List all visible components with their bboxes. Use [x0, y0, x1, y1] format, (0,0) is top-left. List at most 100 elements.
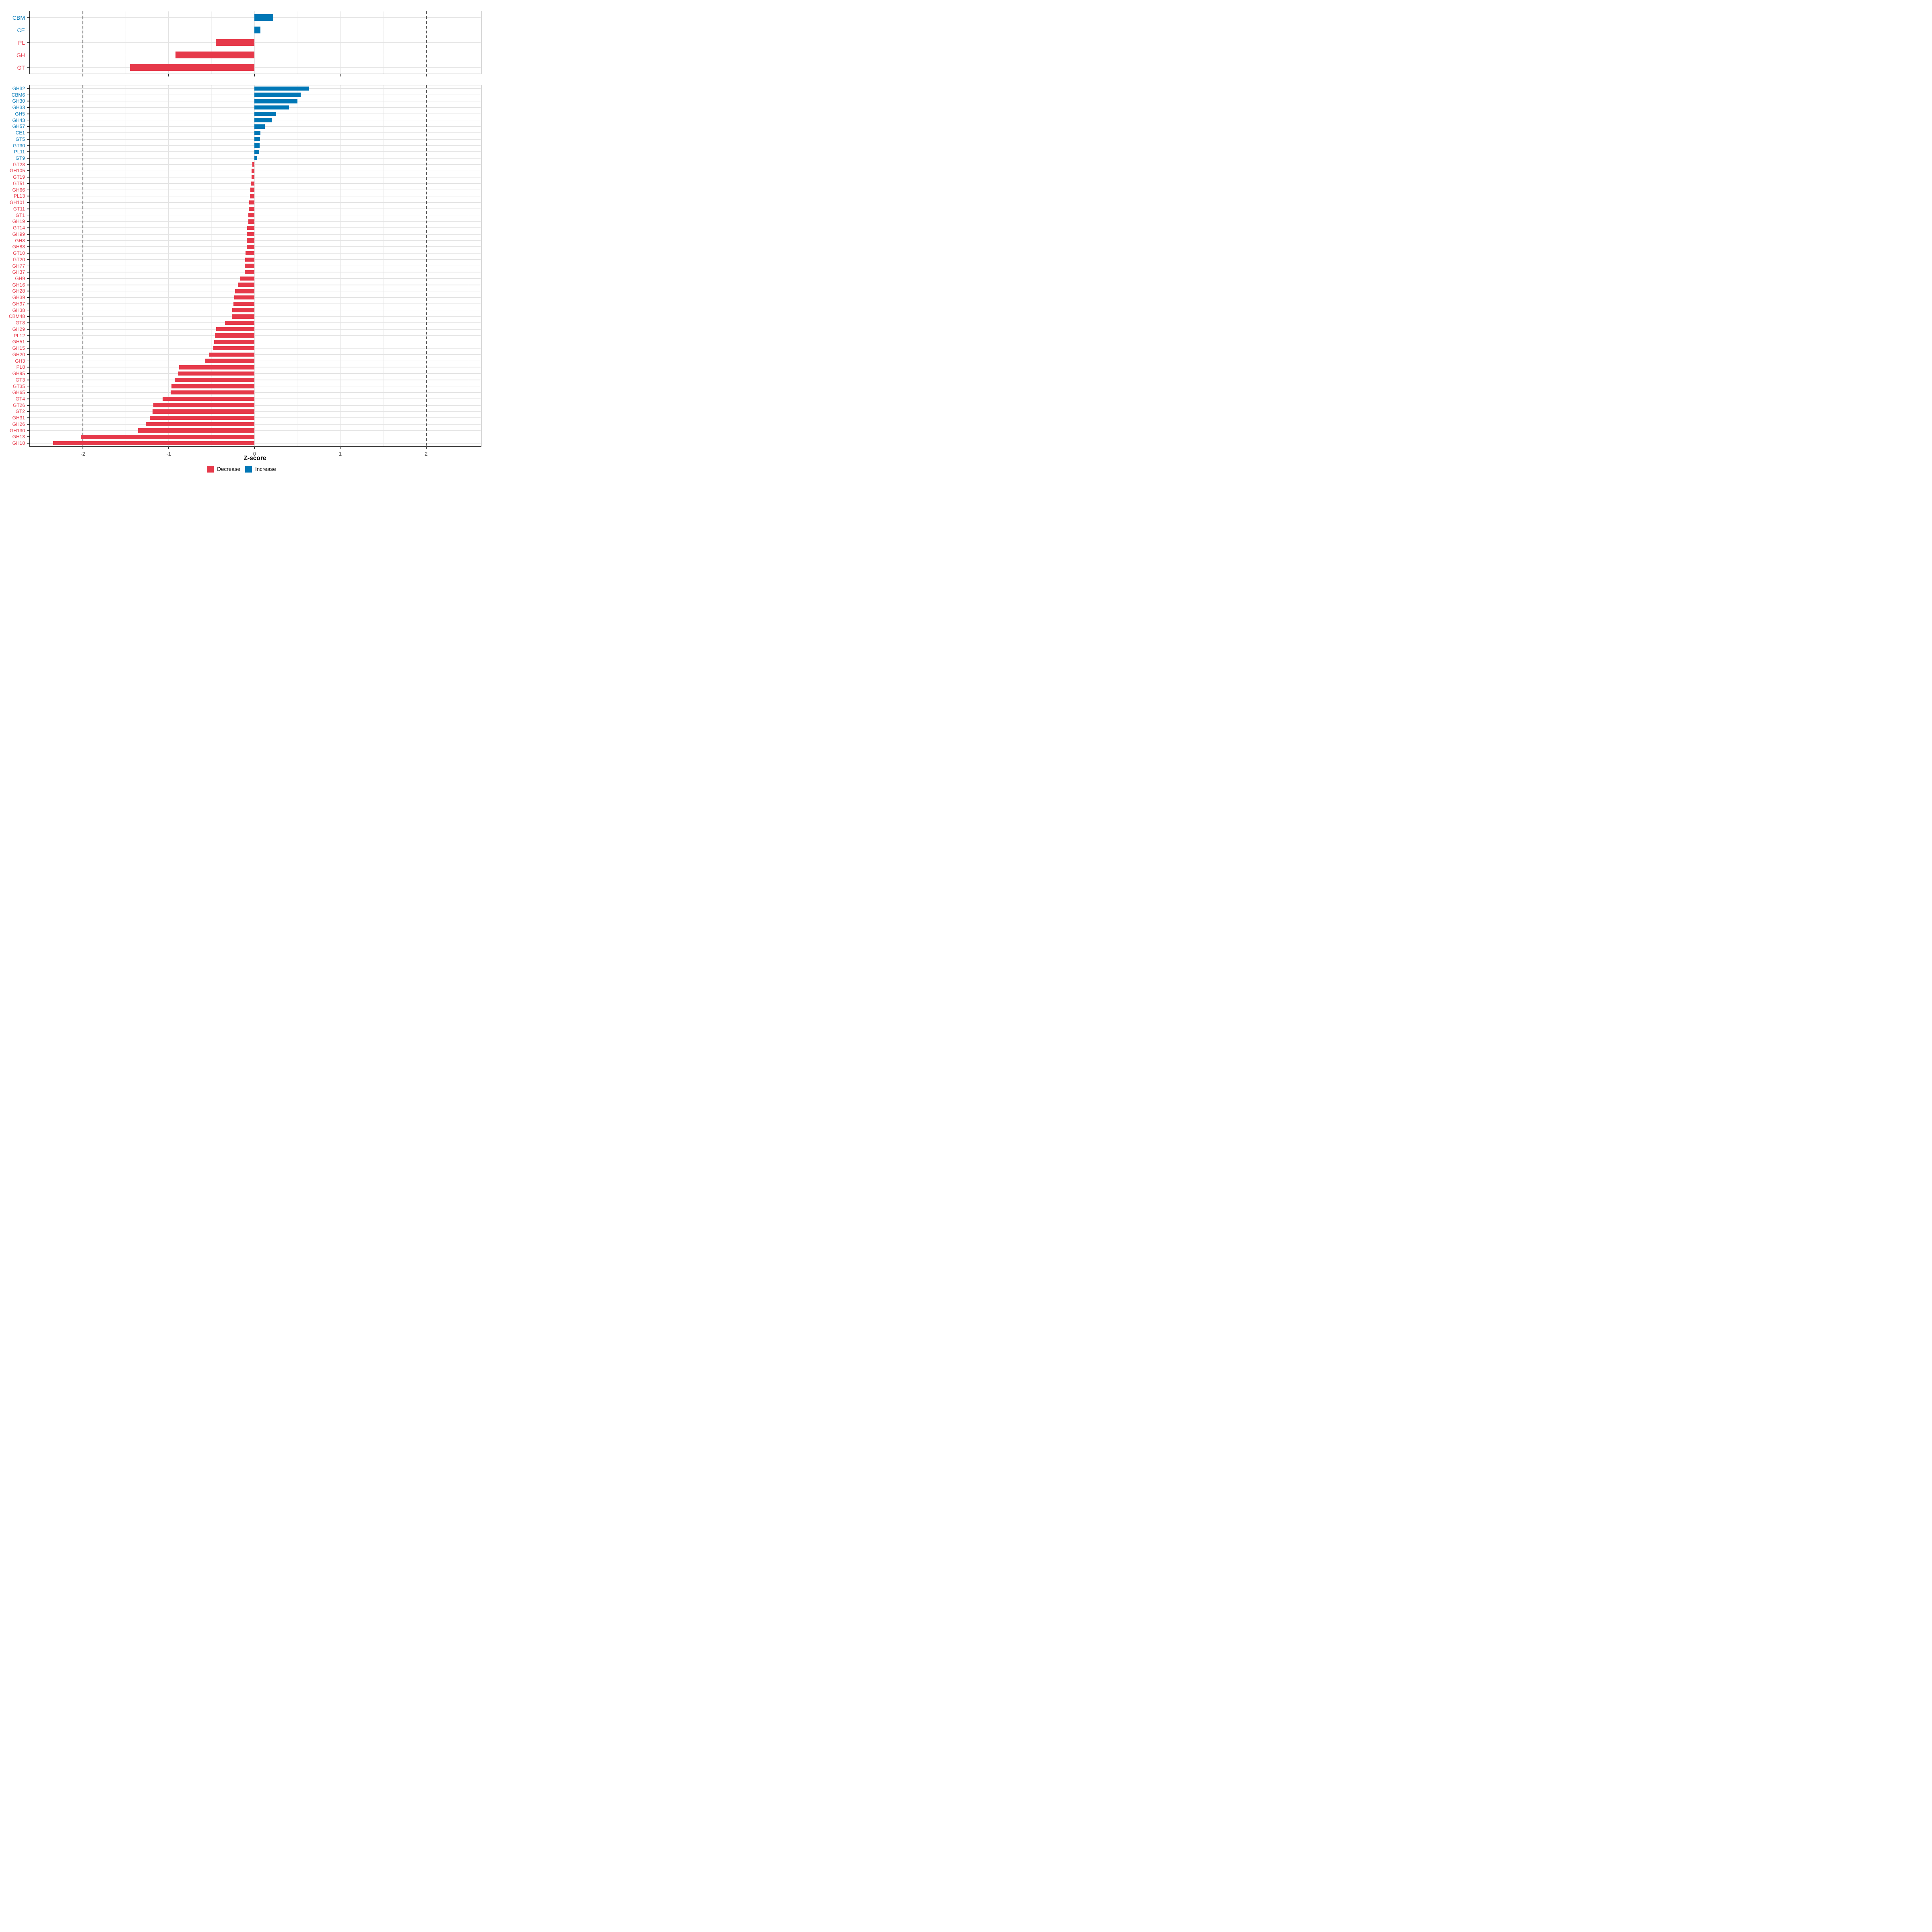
y-tick-mark	[27, 120, 29, 121]
y-tick-mark	[27, 202, 29, 203]
bar-gh43	[254, 118, 272, 122]
legend-label-increase: Increase	[255, 466, 276, 472]
row-gridline	[30, 246, 481, 248]
y-axis-label-cbm48: CBM48	[8, 314, 25, 320]
y-axis-label-gt30: GT30	[12, 142, 25, 149]
bar-pl12	[215, 333, 255, 338]
x-tick-label: -1	[166, 451, 171, 457]
y-tick-mark	[27, 67, 29, 68]
bar-gh18	[53, 441, 255, 446]
x-tick-label: 2	[424, 451, 428, 457]
x-tick-mark	[340, 74, 341, 76]
bar-gh66	[250, 188, 255, 192]
bar-gh30	[254, 99, 297, 103]
dashed-reference-line	[425, 11, 427, 74]
row-gridline	[30, 67, 481, 68]
y-axis-label-gh51: GH51	[12, 339, 25, 345]
y-axis-label-gh95: GH95	[12, 371, 25, 377]
y-axis-label-gt2: GT2	[15, 409, 25, 415]
row-gridline	[30, 164, 481, 165]
row-gridline	[30, 392, 481, 393]
y-axis-label-gh20: GH20	[12, 351, 25, 357]
y-axis-label-pl8: PL8	[16, 364, 25, 370]
y-tick-mark	[27, 29, 29, 31]
bar-pl8	[179, 365, 255, 369]
bar-gh8	[247, 238, 255, 243]
bar-gh9	[240, 276, 255, 281]
bar-pl11	[254, 149, 260, 154]
bar-gt3	[175, 378, 255, 382]
y-tick-mark	[27, 424, 29, 425]
bar-gt11	[248, 206, 255, 211]
bar-gt30	[254, 143, 260, 148]
y-axis-label-gh16: GH16	[12, 282, 25, 288]
row-gridline	[30, 227, 481, 228]
row-gridline	[30, 297, 481, 298]
bar-gh19	[248, 219, 255, 224]
y-axis-label-gt14: GT14	[12, 225, 25, 231]
row-gridline	[30, 291, 481, 292]
bar-gt2	[152, 409, 255, 414]
x-tick-mark	[425, 74, 427, 76]
y-tick-mark	[27, 354, 29, 355]
bar-gh88	[246, 245, 255, 249]
y-tick-mark	[27, 253, 29, 254]
row-gridline	[30, 240, 481, 241]
y-tick-mark	[27, 436, 29, 438]
y-axis-label-gh15: GH15	[12, 345, 25, 351]
bar-gt9	[254, 156, 257, 161]
row-gridline	[30, 386, 481, 387]
bar-ce	[254, 27, 261, 33]
y-axis-label-gh43: GH43	[12, 117, 25, 123]
bar-cbm	[254, 14, 274, 21]
row-gridline	[30, 303, 481, 304]
y-axis-label-gh99: GH99	[12, 231, 25, 237]
row-gridline	[30, 398, 481, 399]
x-tick-label: 1	[339, 451, 342, 457]
y-tick-mark	[27, 303, 29, 304]
y-axis-label-pl12: PL12	[13, 332, 25, 339]
row-gridline	[30, 183, 481, 184]
x-tick-mark	[168, 74, 169, 76]
row-gridline	[30, 54, 481, 56]
y-tick-mark	[27, 164, 29, 165]
bar-gh38	[232, 308, 255, 312]
y-axis-label-gh30: GH30	[12, 98, 25, 104]
figure: CBM CE PL GH GT GH32 CBM6 GH30 GH33 GH5 GH43 GH57 C…	[0, 0, 483, 483]
decrease-swatch-icon	[207, 466, 214, 473]
row-gridline	[30, 215, 481, 216]
row-gridline	[30, 430, 481, 431]
bar-ce1	[254, 130, 261, 135]
bar-gh99	[247, 232, 255, 237]
legend-label-decrease: Decrease	[217, 466, 240, 472]
bar-gt35	[171, 384, 255, 388]
row-gridline	[30, 348, 481, 349]
row-gridline	[30, 310, 481, 311]
y-axis-label-gh26: GH26	[12, 421, 25, 427]
y-axis-label-gh88: GH88	[12, 244, 25, 250]
bar-gt	[130, 64, 255, 71]
row-gridline	[30, 417, 481, 418]
y-axis-label-gh101: GH101	[9, 200, 25, 206]
bar-cbm6	[254, 93, 301, 97]
row-gridline	[30, 373, 481, 374]
bar-gt5	[254, 137, 260, 141]
bar-gt26	[153, 403, 255, 407]
bar-gh13	[81, 435, 255, 439]
bar-gh5	[254, 111, 276, 116]
y-tick-mark	[27, 328, 29, 330]
bar-gt4	[163, 396, 255, 401]
row-gridline	[30, 202, 481, 203]
y-axis-label-gt35: GT35	[12, 383, 25, 389]
x-tick-mark	[425, 446, 427, 449]
bar-gt19	[251, 175, 255, 180]
y-axis-label-gh28: GH28	[12, 288, 25, 294]
y-axis-label-gh38: GH38	[12, 307, 25, 313]
y-axis-label-gt19: GT19	[12, 174, 25, 180]
bar-gt8	[225, 320, 255, 325]
y-axis-label-gh77: GH77	[12, 263, 25, 269]
bar-gh37	[244, 270, 255, 275]
y-axis-label-gh31: GH31	[12, 415, 25, 421]
y-axis-label-gh19: GH19	[12, 219, 25, 225]
y-axis-label-gh32: GH32	[12, 85, 25, 91]
